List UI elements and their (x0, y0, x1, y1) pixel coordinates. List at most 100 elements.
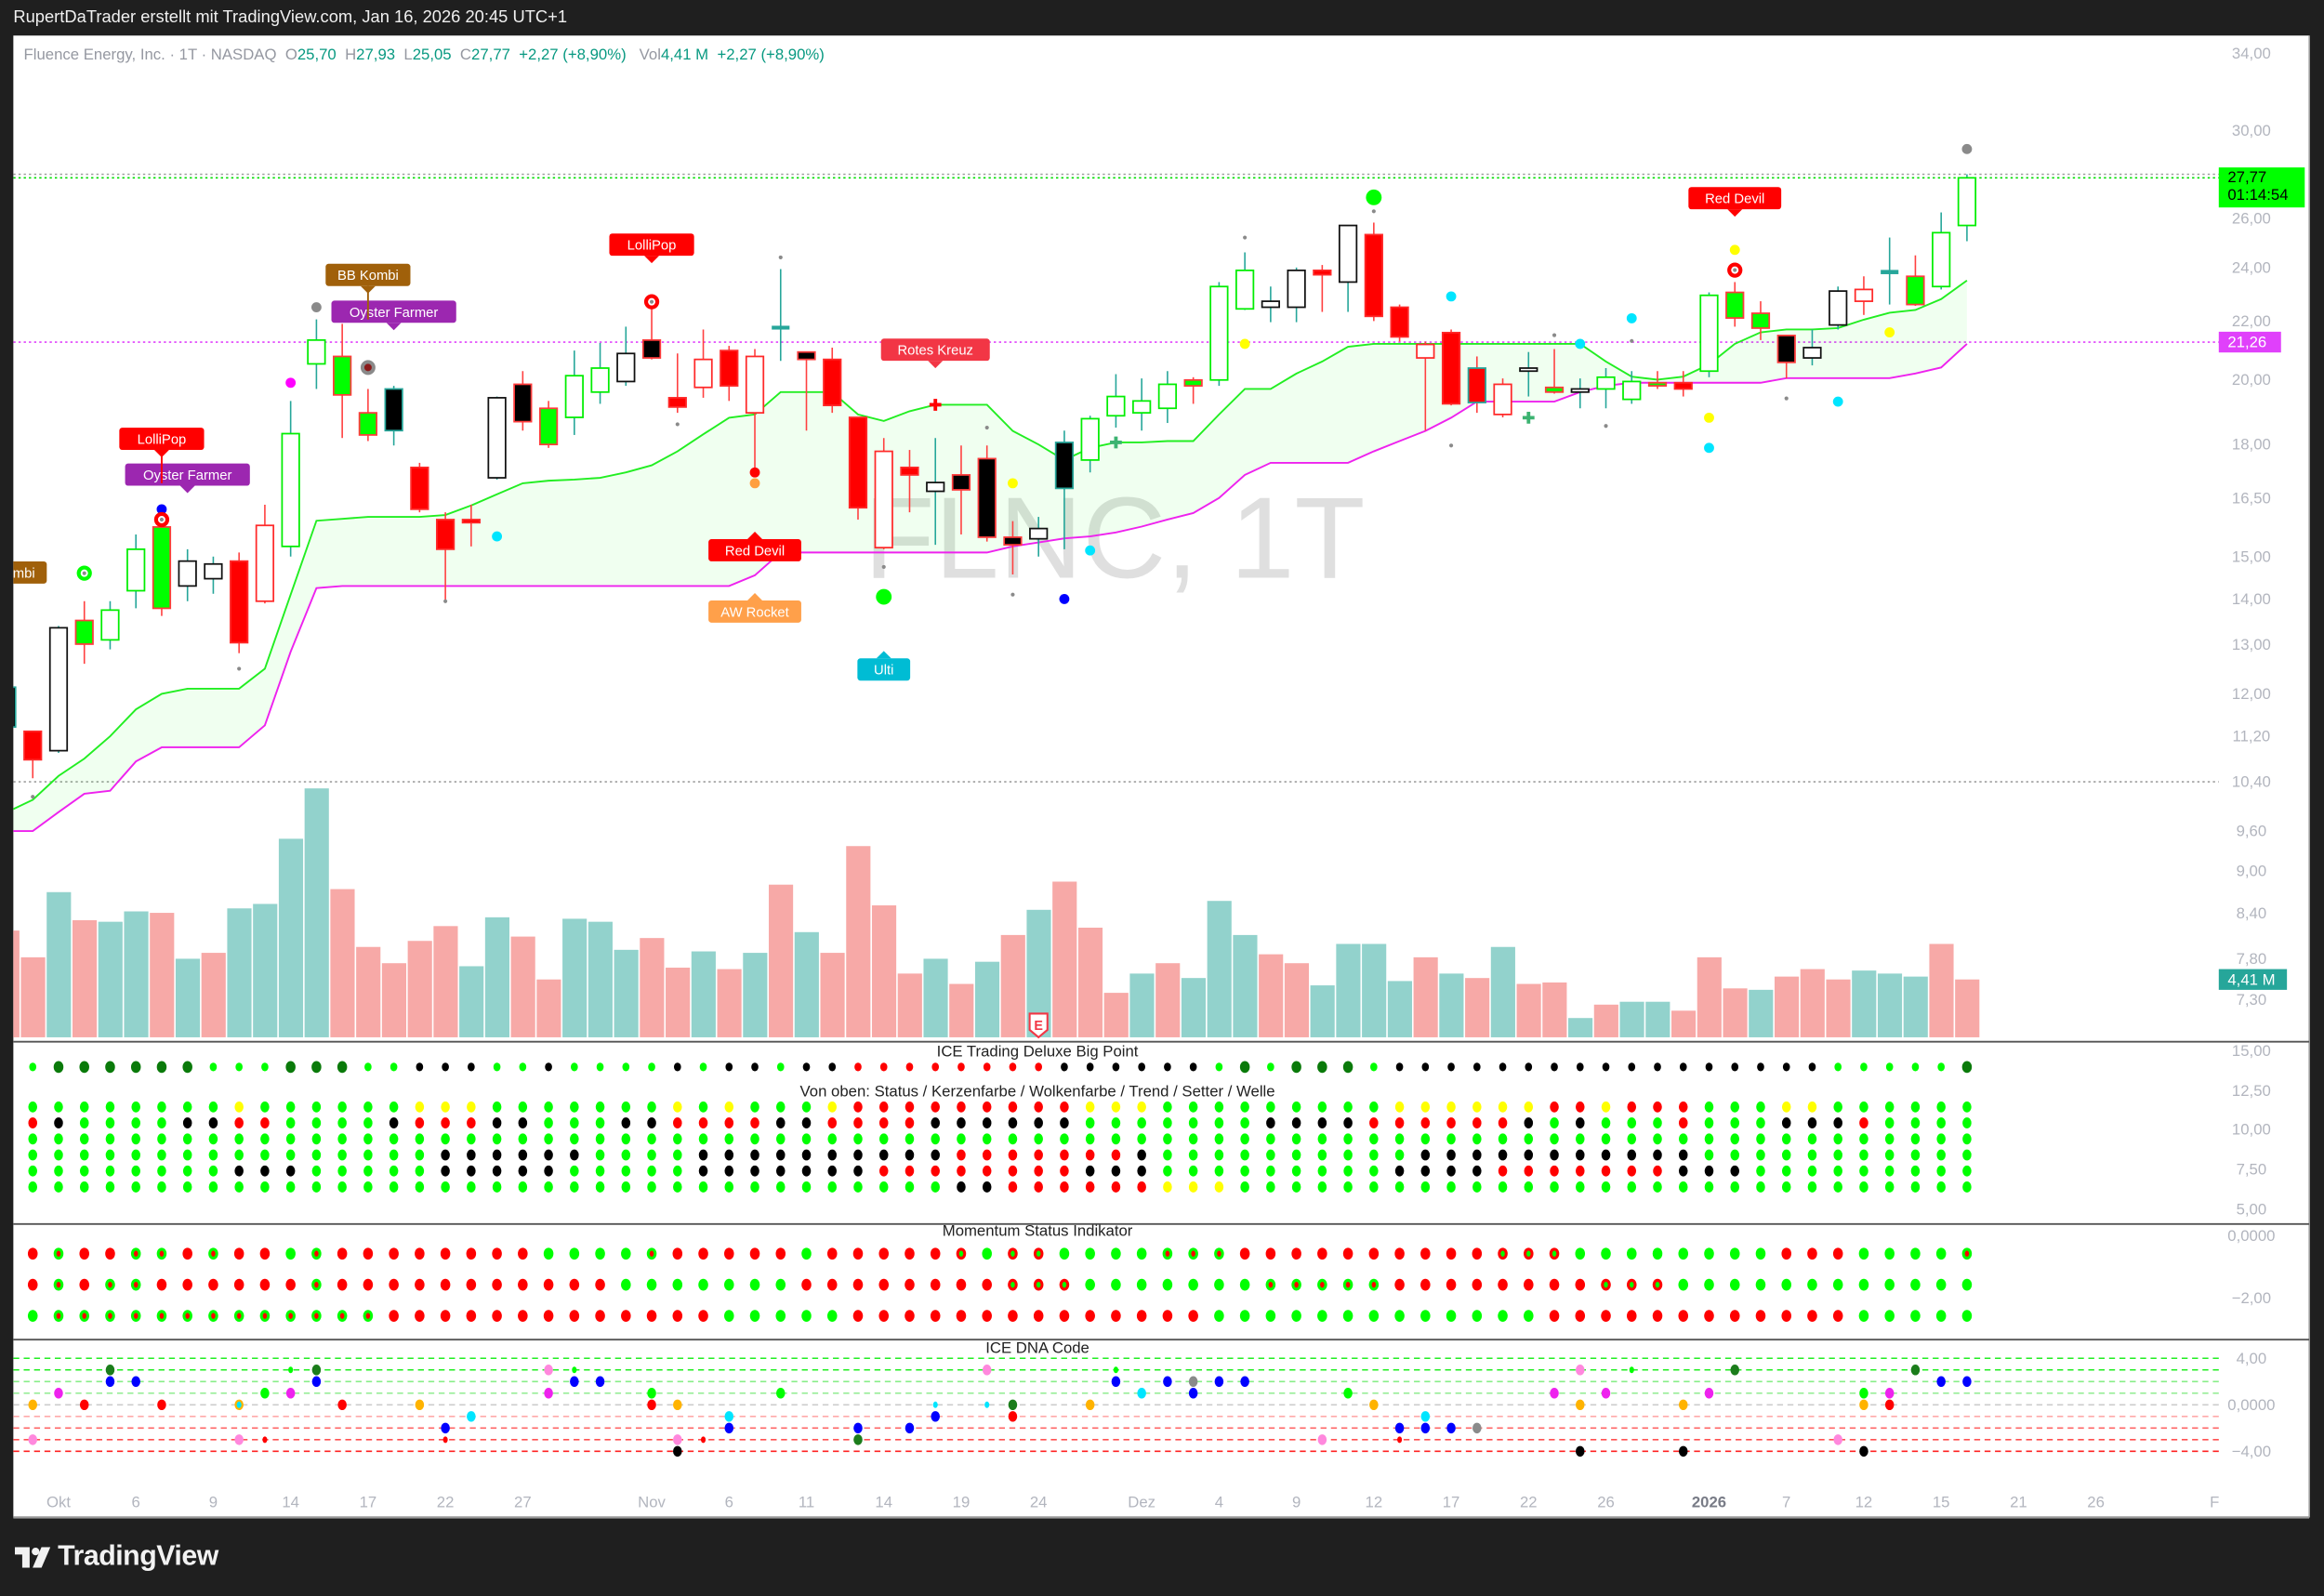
candle[interactable] (720, 346, 739, 402)
candle[interactable] (1390, 304, 1409, 342)
candle[interactable] (1364, 222, 1383, 322)
symbol-name[interactable]: Fluence Energy, Inc. · 1T · NASDAQ (23, 46, 277, 64)
volume-bar (897, 973, 922, 1037)
signal-label[interactable]: Rotes Kreuz (880, 338, 990, 369)
candle[interactable] (1493, 378, 1512, 418)
candle[interactable] (977, 445, 997, 542)
candle[interactable] (74, 600, 94, 665)
earnings-marker[interactable]: E (1028, 1012, 1049, 1039)
candle[interactable] (384, 386, 403, 446)
time-axis-label: 14 (282, 1493, 299, 1510)
candle[interactable] (1313, 265, 1332, 312)
candle[interactable] (0, 683, 17, 728)
candle[interactable] (1209, 282, 1229, 387)
candle[interactable] (1235, 252, 1255, 310)
candle[interactable] (693, 329, 713, 398)
candle[interactable] (1802, 329, 1822, 366)
candle[interactable] (823, 347, 842, 414)
candle[interactable] (538, 401, 559, 448)
candle[interactable] (745, 349, 765, 473)
candle[interactable] (1157, 371, 1178, 424)
indicator-price-tag[interactable] (2218, 331, 2281, 353)
candle[interactable] (590, 342, 610, 404)
candle[interactable] (1183, 376, 1203, 404)
candle[interactable] (641, 304, 662, 360)
candle[interactable] (1957, 174, 1977, 242)
candle[interactable] (1467, 356, 1486, 414)
signal-label[interactable]: BB Kombi (0, 561, 47, 591)
candle[interactable] (1080, 415, 1100, 473)
tradingview-logo[interactable]: TradingView (14, 1541, 218, 1574)
candle[interactable] (1261, 286, 1280, 323)
candle[interactable] (1854, 276, 1874, 315)
signal-label[interactable]: Ulti (857, 651, 911, 681)
candle[interactable] (1106, 374, 1126, 429)
signal-label[interactable]: BB Kombi (325, 263, 411, 320)
candle[interactable] (487, 396, 507, 480)
candle[interactable] (333, 323, 352, 439)
candle[interactable] (1441, 329, 1461, 406)
candle[interactable] (772, 269, 790, 362)
candle[interactable] (1519, 351, 1538, 397)
candle[interactable] (100, 600, 120, 650)
candle[interactable] (1699, 292, 1719, 377)
candle[interactable] (48, 626, 69, 754)
candle[interactable] (616, 326, 636, 387)
candle[interactable] (1725, 282, 1745, 327)
candle[interactable] (1287, 267, 1306, 323)
signal-label[interactable]: Oyster Farmer (331, 300, 456, 331)
signal-label[interactable]: Red Devil (1688, 187, 1782, 218)
candle[interactable] (307, 319, 326, 389)
candle[interactable] (926, 438, 945, 546)
candle[interactable] (1003, 521, 1023, 575)
candle[interactable] (1829, 286, 1848, 330)
candle[interactable] (230, 552, 249, 653)
candle[interactable] (281, 401, 300, 557)
candle[interactable] (410, 462, 429, 513)
candle[interactable] (1596, 367, 1616, 409)
candle[interactable] (204, 556, 223, 594)
signal-label[interactable]: Oyster Farmer (125, 463, 250, 494)
candle[interactable] (1932, 212, 1951, 290)
status-dot (1910, 1133, 1921, 1145)
last-price-tag[interactable] (2218, 167, 2305, 208)
candle[interactable] (178, 548, 197, 601)
candle[interactable] (1132, 378, 1152, 431)
candle[interactable] (1750, 301, 1771, 340)
candle[interactable] (126, 534, 146, 609)
signal-label[interactable]: Red Devil (708, 532, 801, 561)
candle[interactable] (848, 416, 868, 520)
candle[interactable] (1906, 255, 1925, 307)
candle[interactable] (667, 353, 687, 414)
candle[interactable] (1881, 237, 1899, 305)
candle[interactable] (1054, 430, 1075, 549)
candle[interactable] (1029, 517, 1049, 557)
candle[interactable] (951, 445, 971, 534)
status-dot (285, 1117, 296, 1128)
candle[interactable] (797, 350, 816, 431)
signal-label[interactable]: AW Rocket (708, 592, 801, 623)
candle[interactable] (1622, 371, 1642, 404)
candle[interactable] (152, 512, 172, 616)
candle[interactable] (900, 450, 919, 513)
candle[interactable] (1570, 378, 1590, 409)
status-dot (1910, 1181, 1921, 1193)
candle[interactable] (1647, 371, 1668, 389)
candle[interactable] (23, 730, 43, 779)
candle[interactable] (1338, 224, 1358, 312)
candle[interactable] (874, 438, 893, 549)
candle[interactable] (564, 350, 584, 435)
candle[interactable] (1673, 371, 1693, 397)
candle[interactable] (1416, 341, 1435, 431)
volume-tag[interactable] (2218, 969, 2288, 990)
candle[interactable] (1544, 349, 1565, 394)
signal-label[interactable]: LolliPop (609, 233, 694, 264)
candle[interactable] (461, 504, 481, 547)
candle[interactable] (513, 371, 533, 431)
candle[interactable] (255, 504, 275, 604)
candle[interactable] (435, 512, 456, 601)
candle[interactable] (1776, 335, 1796, 379)
signal-label[interactable]: LolliPop (119, 428, 205, 483)
candle[interactable] (358, 389, 378, 442)
